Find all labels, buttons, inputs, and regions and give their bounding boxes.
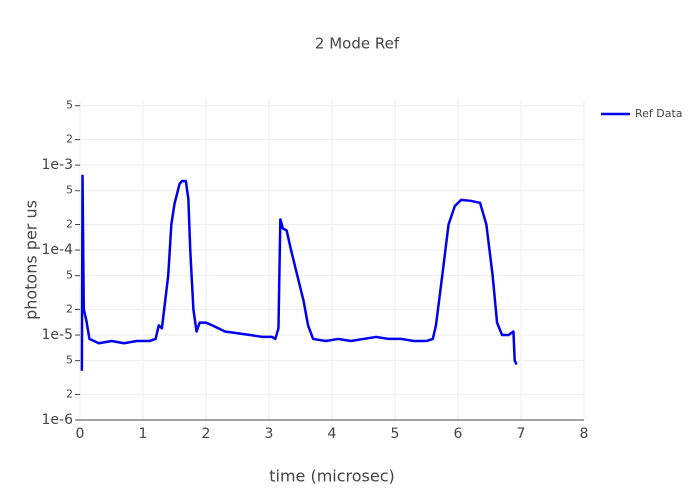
y-tick-label: 5: [66, 269, 73, 282]
y-tick-label: 2: [66, 217, 73, 230]
y-tick-label: 1e-6: [42, 412, 74, 428]
y-tick-label: 2: [66, 387, 73, 400]
x-axis-label: time (microsec): [269, 467, 395, 486]
y-tick-label: 2: [66, 133, 73, 146]
x-tick-label: 0: [76, 426, 85, 442]
y-tick-label: 2: [66, 302, 73, 315]
x-tick-label: 7: [517, 426, 526, 442]
y-tick-label: 1e-3: [42, 157, 73, 173]
x-tick-label: 3: [265, 426, 274, 442]
y-tick-label: 5: [66, 99, 73, 112]
chart-title: 2 Mode Ref: [315, 35, 400, 53]
y-axis-label: photons per us: [22, 200, 41, 320]
x-tick-label: 1: [139, 426, 148, 442]
legend-label: Ref Data: [635, 107, 683, 120]
data-line: [80, 174, 518, 371]
y-tick-label: 5: [66, 354, 73, 367]
y-tick-label: 1e-5: [42, 327, 73, 343]
y-tick-label: 5: [66, 184, 73, 197]
x-tick-label: 5: [391, 426, 400, 442]
x-tick-label: 2: [202, 426, 211, 442]
y-tick-label: 1e-4: [42, 242, 74, 258]
x-tick-label: 6: [454, 426, 463, 442]
x-tick-label: 4: [328, 426, 337, 442]
x-tick-label: 8: [580, 426, 589, 442]
